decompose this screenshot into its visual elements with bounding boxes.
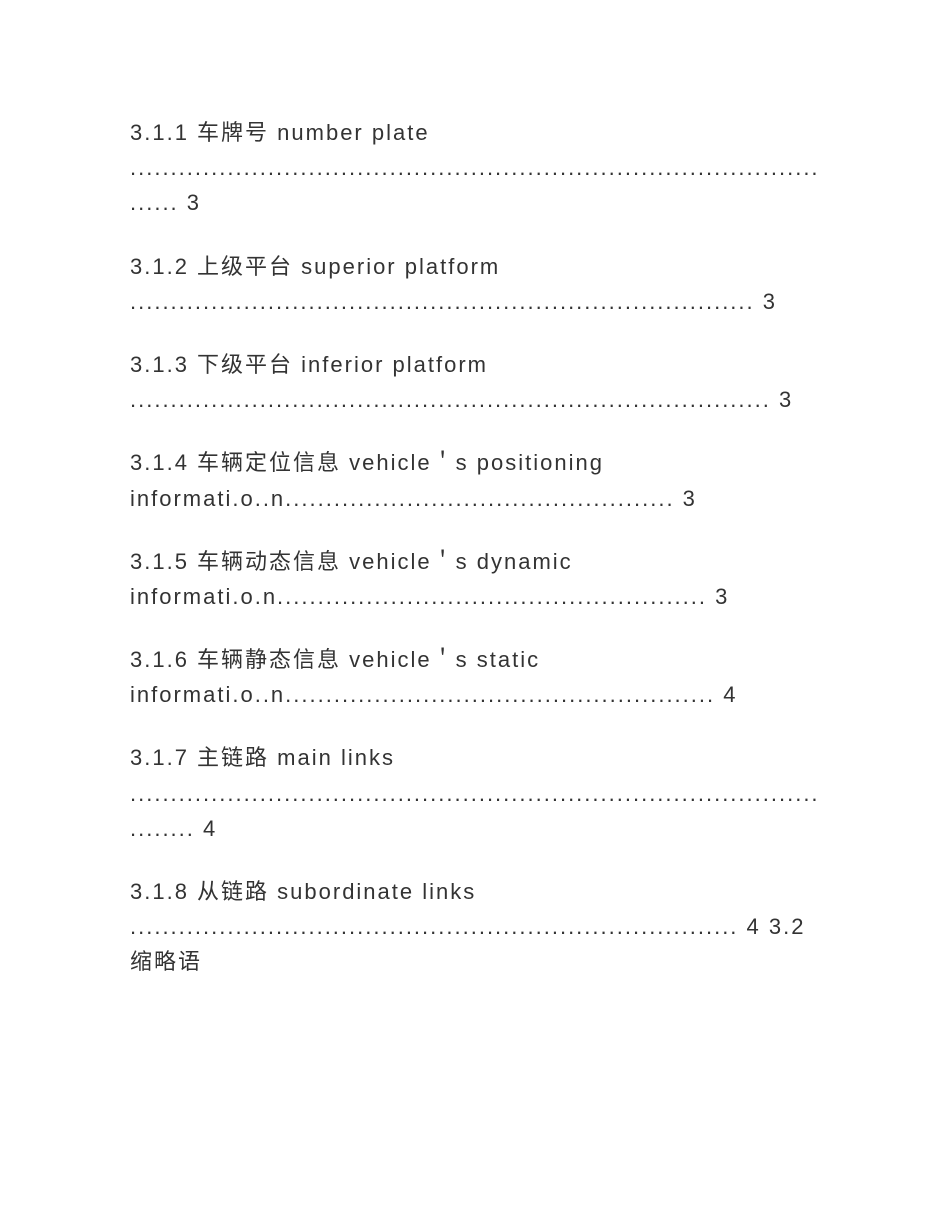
- toc-entry: 3.1.8 从链路 subordinate links ............…: [130, 874, 820, 980]
- toc-entry: 3.1.6 车辆静态信息 vehicle＇s static informati.…: [130, 642, 820, 712]
- toc-entry: 3.1.3 下级平台 inferior platform ...........…: [130, 347, 820, 417]
- toc-entry: 3.1.2 上级平台 superior platform ...........…: [130, 249, 820, 319]
- toc-entry: 3.1.5 车辆动态信息 vehicle＇s dynamic informati…: [130, 544, 820, 614]
- toc-entry: 3.1.4 车辆定位信息 vehicle＇s positioning infor…: [130, 445, 820, 515]
- toc-entry: 3.1.7 主链路 main links ...................…: [130, 740, 820, 846]
- table-of-contents: 3.1.1 车牌号 number plate .................…: [130, 115, 820, 980]
- toc-entry: 3.1.1 车牌号 number plate .................…: [130, 115, 820, 221]
